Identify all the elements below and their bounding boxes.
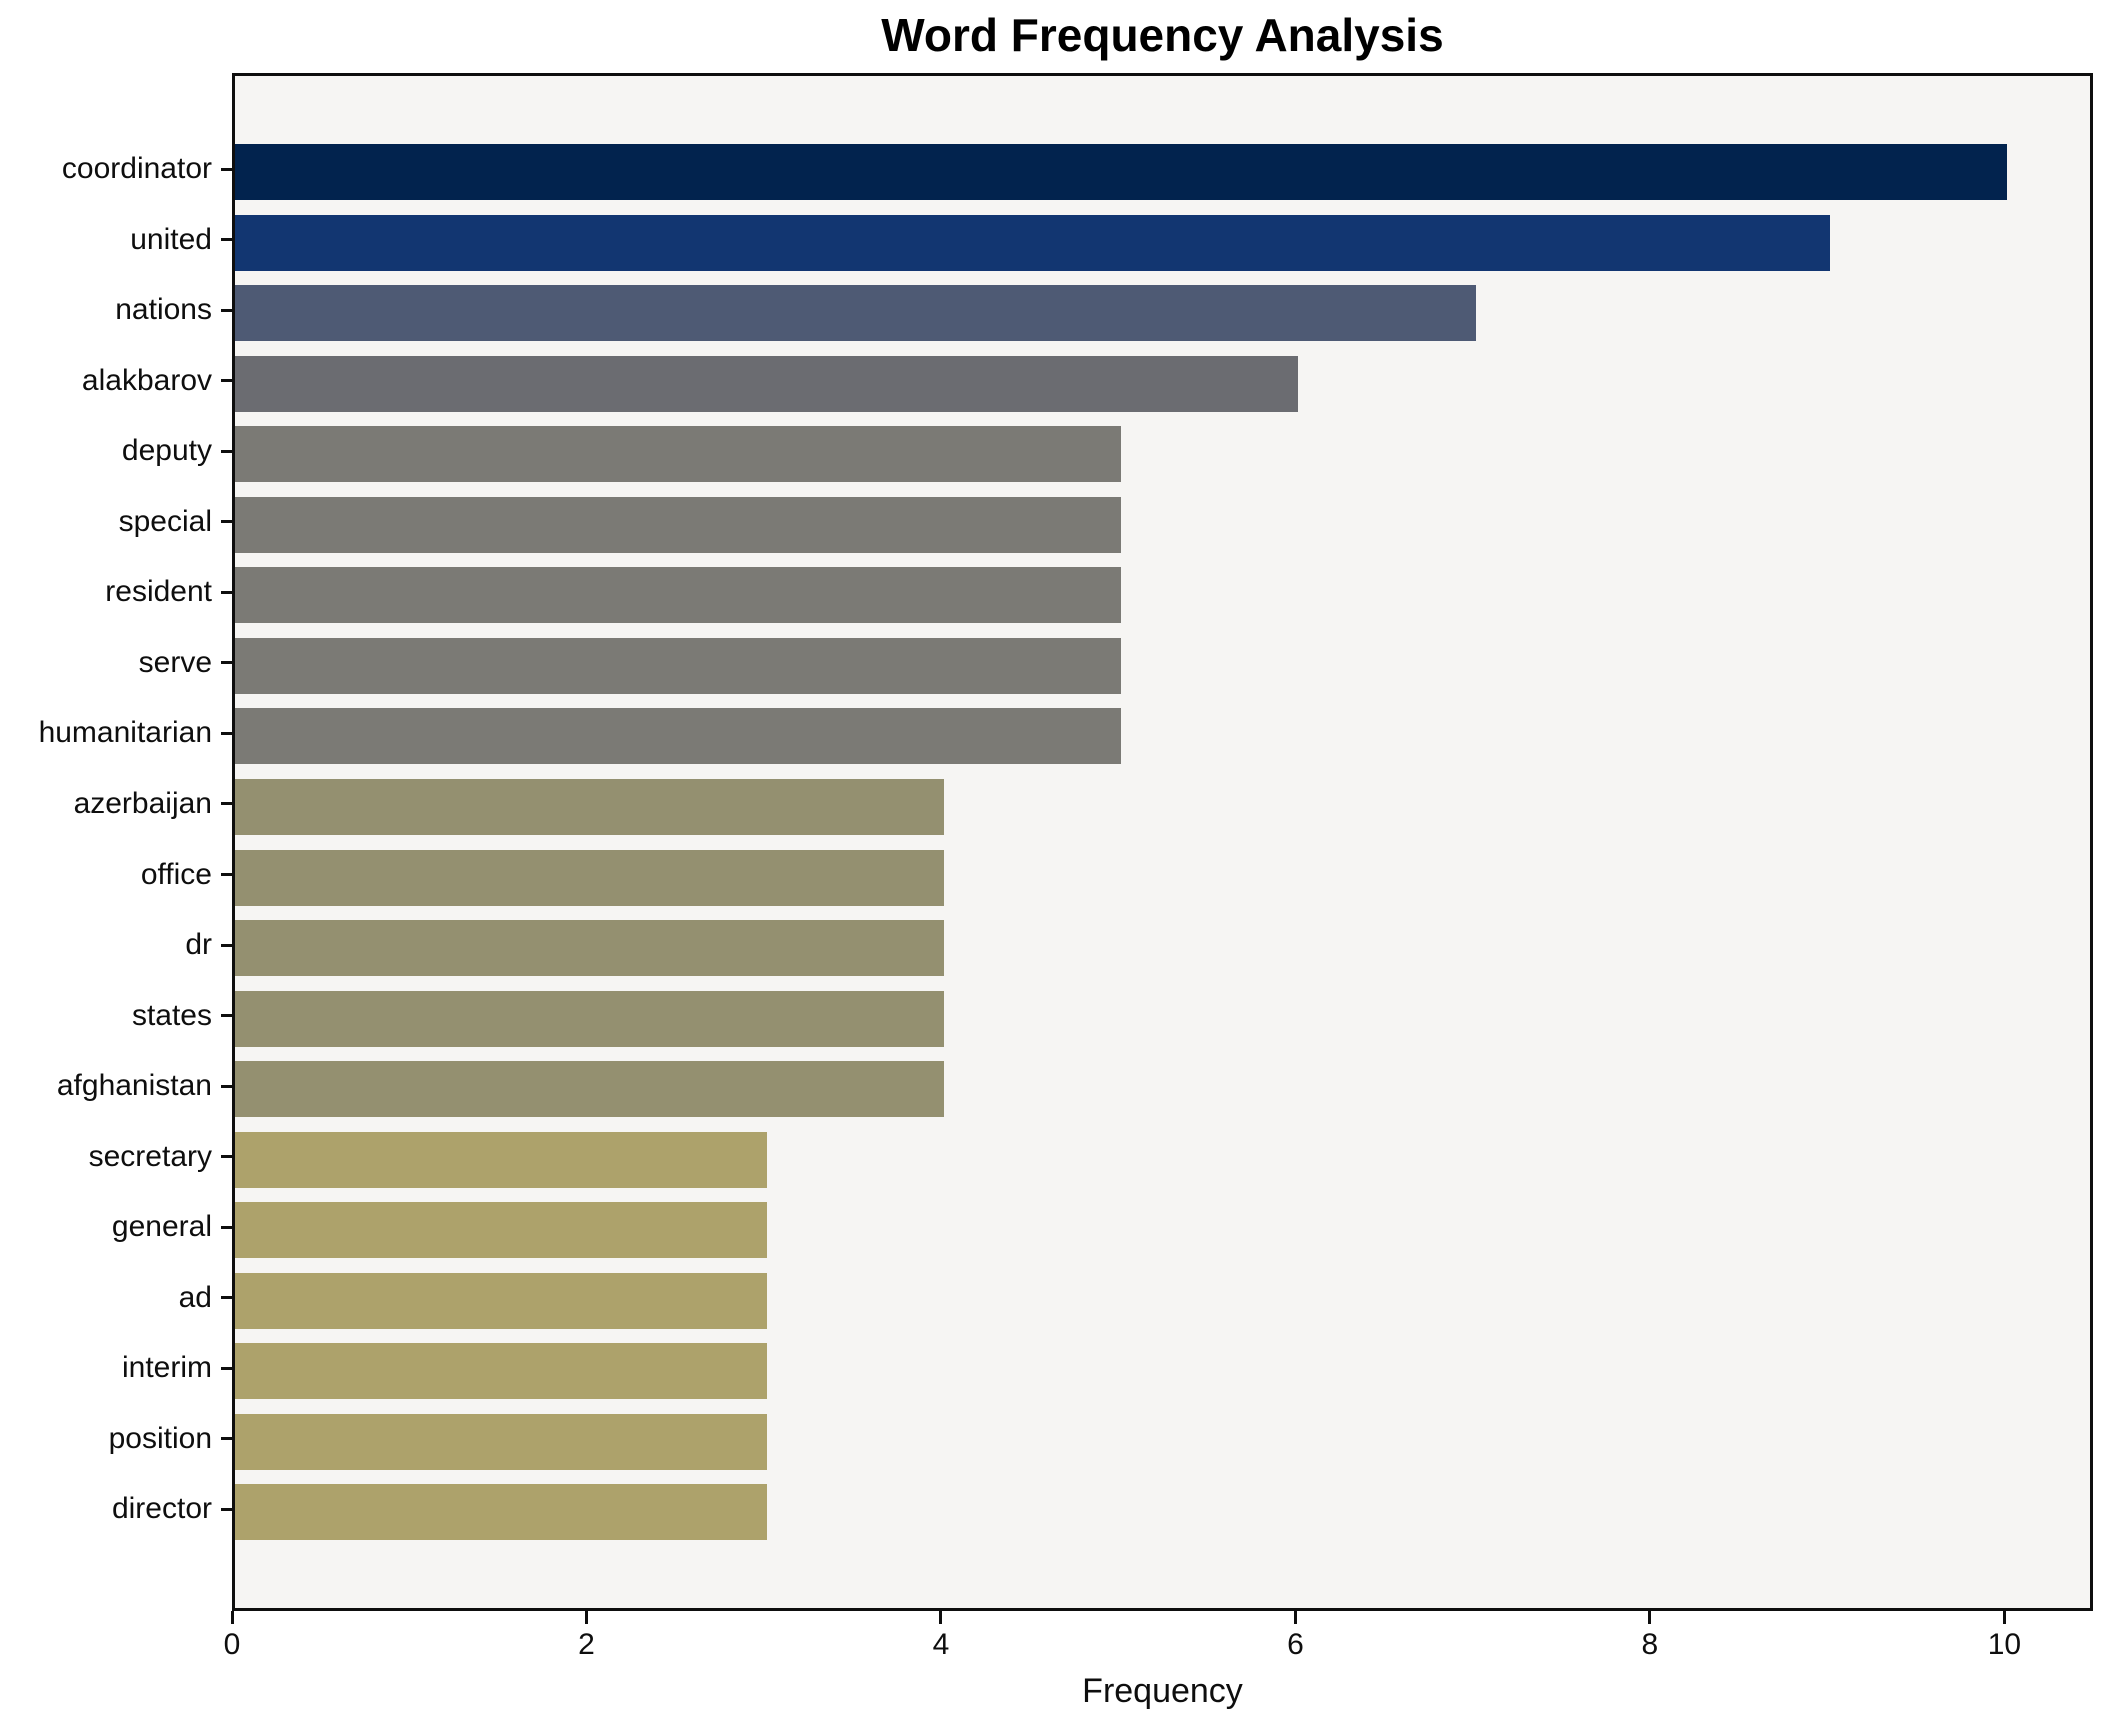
y-tick-mark bbox=[221, 731, 232, 735]
x-tick-mark bbox=[230, 1611, 234, 1624]
x-tick-mark bbox=[939, 1611, 943, 1624]
plot-area bbox=[232, 73, 2093, 1611]
y-tick-mark bbox=[221, 238, 232, 242]
y-tick-mark bbox=[221, 379, 232, 383]
bar-azerbaijan bbox=[235, 778, 944, 835]
bar-secretary bbox=[235, 1131, 767, 1188]
bar-deputy bbox=[235, 426, 1122, 483]
y-tick-label-united: united bbox=[130, 222, 212, 256]
x-tick-label-8: 8 bbox=[1641, 1628, 1659, 1661]
y-tick-label-serve: serve bbox=[138, 645, 212, 679]
y-tick-mark bbox=[221, 661, 232, 665]
bar-afghanistan bbox=[235, 1061, 944, 1118]
y-tick-mark bbox=[221, 1507, 232, 1511]
y-tick-label-deputy: deputy bbox=[121, 434, 212, 468]
y-tick-label-azerbaijan: azerbaijan bbox=[73, 786, 212, 820]
bar-general bbox=[235, 1202, 767, 1259]
y-tick-mark bbox=[221, 873, 232, 876]
y-tick-label-special: special bbox=[118, 504, 212, 538]
x-tick-mark bbox=[1293, 1611, 1297, 1624]
y-tick-mark bbox=[221, 1366, 232, 1370]
bar-director bbox=[235, 1484, 767, 1541]
bar-nations bbox=[235, 285, 1476, 342]
bar-office bbox=[235, 849, 944, 906]
bar-states bbox=[235, 990, 944, 1047]
bar-resident bbox=[235, 567, 1122, 624]
bar-ad bbox=[235, 1272, 767, 1329]
y-tick-mark bbox=[221, 1155, 232, 1159]
x-tick-label-4: 4 bbox=[932, 1628, 950, 1661]
y-tick-mark bbox=[221, 1084, 232, 1088]
y-tick-label-nations: nations bbox=[115, 293, 212, 327]
chart-title: Word Frequency Analysis bbox=[881, 9, 1444, 61]
y-tick-label-afghanistan: afghanistan bbox=[56, 1069, 212, 1103]
y-tick-label-resident: resident bbox=[105, 575, 212, 609]
y-tick-mark bbox=[221, 802, 232, 806]
y-tick-mark bbox=[221, 449, 232, 453]
y-tick-mark bbox=[221, 167, 232, 171]
y-tick-label-director: director bbox=[111, 1492, 212, 1526]
x-tick-mark bbox=[2002, 1611, 2006, 1624]
bar-interim bbox=[235, 1343, 767, 1400]
y-tick-label-states: states bbox=[131, 998, 212, 1032]
x-tick-label-0: 0 bbox=[223, 1628, 241, 1661]
y-tick-label-secretary: secretary bbox=[88, 1139, 212, 1173]
y-tick-mark bbox=[221, 308, 232, 312]
bar-special bbox=[235, 496, 1122, 553]
bar-serve bbox=[235, 637, 1122, 694]
y-tick-label-office: office bbox=[140, 857, 212, 891]
y-tick-mark bbox=[221, 1296, 232, 1300]
x-tick-label-6: 6 bbox=[1287, 1628, 1304, 1661]
y-tick-label-dr: dr bbox=[185, 928, 212, 962]
y-tick-mark bbox=[221, 1437, 232, 1441]
y-tick-label-ad: ad bbox=[178, 1280, 212, 1314]
y-tick-mark bbox=[221, 590, 232, 594]
bar-coordinator bbox=[235, 144, 2008, 200]
x-tick-mark bbox=[1648, 1611, 1652, 1624]
bar-position bbox=[235, 1413, 767, 1470]
y-tick-label-general: general bbox=[111, 1210, 212, 1244]
y-tick-label-coordinator: coordinator bbox=[61, 152, 212, 185]
y-tick-mark bbox=[221, 520, 232, 524]
y-tick-label-position: position bbox=[108, 1421, 212, 1455]
y-tick-label-interim: interim bbox=[121, 1351, 212, 1385]
y-tick-mark bbox=[221, 943, 232, 947]
bar-humanitarian bbox=[235, 708, 1122, 765]
y-tick-mark bbox=[221, 1014, 232, 1018]
x-tick-mark bbox=[584, 1611, 588, 1624]
x-axis-label: Frequency bbox=[1082, 1672, 1243, 1710]
y-tick-label-humanitarian: humanitarian bbox=[38, 716, 212, 750]
bar-alakbarov bbox=[235, 355, 1299, 412]
y-tick-mark bbox=[221, 1225, 232, 1229]
bar-united bbox=[235, 214, 1831, 271]
bar-dr bbox=[235, 920, 944, 977]
x-tick-label-10: 10 bbox=[1987, 1628, 2022, 1661]
y-tick-label-alakbarov: alakbarov bbox=[81, 363, 212, 397]
x-tick-label-2: 2 bbox=[578, 1628, 595, 1661]
